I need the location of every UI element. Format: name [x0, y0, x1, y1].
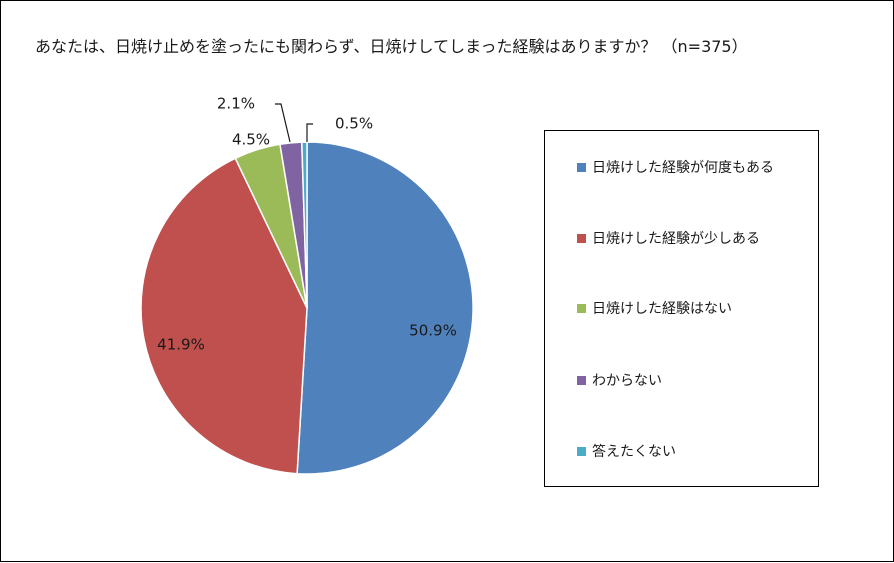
- legend-item: 答えたくない: [577, 441, 676, 461]
- legend-label: わからない: [592, 373, 662, 389]
- legend-item: 日焼けした経験が少しある: [577, 228, 760, 248]
- data-label: 50.9%: [409, 322, 457, 340]
- leader-line: [275, 103, 291, 143]
- pie-slice: [296, 141, 474, 475]
- legend-label: 日焼けした経験が何度もある: [592, 160, 774, 176]
- legend-swatch: [577, 303, 586, 313]
- legend-swatch: [577, 233, 586, 243]
- legend-label: 日焼けした経験が少しある: [592, 231, 760, 247]
- legend-item: 日焼けした経験が何度もある: [577, 157, 774, 177]
- legend-swatch: [577, 375, 586, 385]
- legend-item: わからない: [577, 370, 662, 390]
- legend-item: 日焼けした経験はない: [577, 298, 732, 318]
- data-label: 0.5%: [335, 115, 373, 133]
- data-label: 2.1%: [217, 95, 255, 113]
- leader-line: [306, 123, 313, 142]
- legend-label: 日焼けした経験はない: [592, 301, 732, 317]
- pie-slice: [140, 157, 308, 475]
- legend-label: 答えたくない: [592, 444, 676, 460]
- legend: 日焼けした経験が何度もある 日焼けした経験が少しある 日焼けした経験はない わか…: [544, 130, 819, 487]
- chart-title: あなたは、日焼け止めを塗ったにも関わらず、日焼けしてしまった経験はありますか？ …: [35, 37, 748, 56]
- data-label: 4.5%: [232, 131, 270, 149]
- data-label: 41.9%: [157, 336, 205, 354]
- legend-swatch: [577, 162, 586, 172]
- legend-swatch: [577, 446, 586, 456]
